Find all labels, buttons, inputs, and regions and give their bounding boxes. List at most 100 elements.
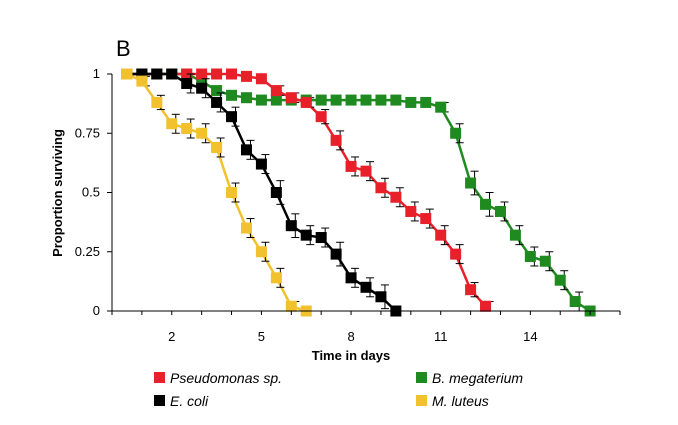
legend-swatch-mluteus: [416, 395, 427, 406]
data-point: [569, 296, 581, 308]
data-point: [330, 134, 342, 146]
legend: Pseudomonas sp. B. megaterium E. coli M.…: [154, 370, 523, 409]
data-point: [435, 229, 447, 241]
legend-label-ecoli: E. coli: [170, 393, 209, 409]
data-point: [196, 75, 208, 87]
x-ticks: 2 5 8 11 14: [111, 311, 621, 344]
data-point: [360, 165, 372, 177]
data-point: [136, 75, 148, 87]
series-m-luteus: [121, 68, 312, 317]
data-point: [509, 229, 521, 241]
data-point: [360, 94, 372, 106]
data-point: [330, 248, 342, 260]
data-point: [211, 85, 223, 97]
data-point: [315, 232, 327, 244]
plot-area: 0 0.25 0.5 0.75 1 2 5 8 11 14: [75, 66, 621, 344]
x-tick-label: 5: [258, 329, 265, 344]
data-point: [315, 111, 327, 123]
series-b-megaterium: [121, 68, 596, 317]
data-point: [465, 284, 477, 296]
data-point: [480, 198, 492, 210]
x-tick-label: 8: [347, 329, 354, 344]
data-point: [360, 281, 372, 293]
data-point: [270, 272, 282, 284]
data-point: [375, 94, 387, 106]
series-e-coli: [121, 68, 402, 317]
data-point: [211, 96, 223, 108]
data-point: [390, 94, 402, 106]
data-point: [300, 96, 312, 108]
data-point: [255, 73, 267, 85]
legend-swatch-bmegaterium: [416, 372, 427, 383]
data-point: [226, 187, 238, 198]
data-point: [330, 94, 342, 106]
data-point: [226, 89, 238, 101]
legend-swatch-pseudomonas: [154, 372, 165, 383]
data-point: [390, 191, 402, 203]
data-point: [211, 68, 223, 80]
data-point: [285, 220, 297, 232]
x-tick-label: 14: [523, 329, 537, 344]
data-point: [315, 94, 327, 106]
data-point: [285, 92, 297, 104]
legend-label-bmegaterium: B. megaterium: [432, 370, 523, 386]
legend-swatch-ecoli: [154, 395, 165, 406]
series-layer: [121, 68, 596, 317]
data-point: [494, 205, 506, 217]
data-point: [375, 291, 387, 303]
legend-item-bmegaterium: B. megaterium: [416, 370, 523, 386]
panel-label: B: [116, 36, 131, 61]
data-point: [196, 68, 208, 80]
data-point: [121, 68, 133, 80]
data-point: [240, 92, 252, 104]
data-point: [375, 182, 387, 194]
y-tick-label: 1: [93, 66, 100, 81]
data-point: [300, 229, 312, 241]
data-point: [226, 68, 238, 80]
legend-label-mluteus: M. luteus: [432, 393, 489, 409]
data-point: [226, 111, 238, 123]
data-point: [196, 82, 208, 94]
data-point: [285, 300, 297, 312]
data-point: [554, 274, 566, 286]
data-point: [480, 300, 492, 312]
data-point: [211, 141, 223, 153]
data-point: [255, 94, 267, 106]
data-point: [151, 68, 163, 80]
x-tick-label: 2: [168, 329, 175, 344]
data-point: [240, 144, 252, 156]
data-point: [136, 68, 148, 80]
data-point: [166, 118, 178, 130]
data-point: [270, 94, 282, 106]
y-axis-title: Proportion surviving: [50, 129, 65, 257]
y-tick-label: 0: [93, 303, 100, 318]
data-point: [450, 248, 462, 260]
data-point: [240, 70, 252, 82]
data-point: [196, 127, 208, 139]
data-point: [270, 187, 282, 198]
y-tick-label: 0.5: [82, 185, 100, 200]
series-line: [126, 72, 591, 313]
y-ticks: 0 0.25 0.5 0.75 1: [75, 66, 112, 318]
data-point: [255, 246, 267, 258]
data-point: [450, 127, 462, 139]
series-line: [126, 72, 487, 308]
data-point: [151, 96, 163, 108]
data-point: [435, 101, 447, 113]
data-point: [524, 250, 536, 262]
data-point: [240, 222, 252, 234]
data-point: [345, 160, 357, 172]
data-point: [270, 85, 282, 97]
legend-item-mluteus: M. luteus: [416, 393, 489, 409]
x-axis-title: Time in days: [312, 348, 391, 363]
legend-label-pseudomonas: Pseudomonas sp.: [170, 370, 282, 386]
data-point: [255, 158, 267, 170]
data-point: [181, 123, 193, 135]
data-point: [345, 272, 357, 284]
data-point: [405, 96, 417, 108]
data-point: [539, 255, 551, 267]
data-point: [345, 94, 357, 106]
y-tick-label: 0.75: [75, 125, 100, 140]
data-point: [465, 177, 477, 189]
